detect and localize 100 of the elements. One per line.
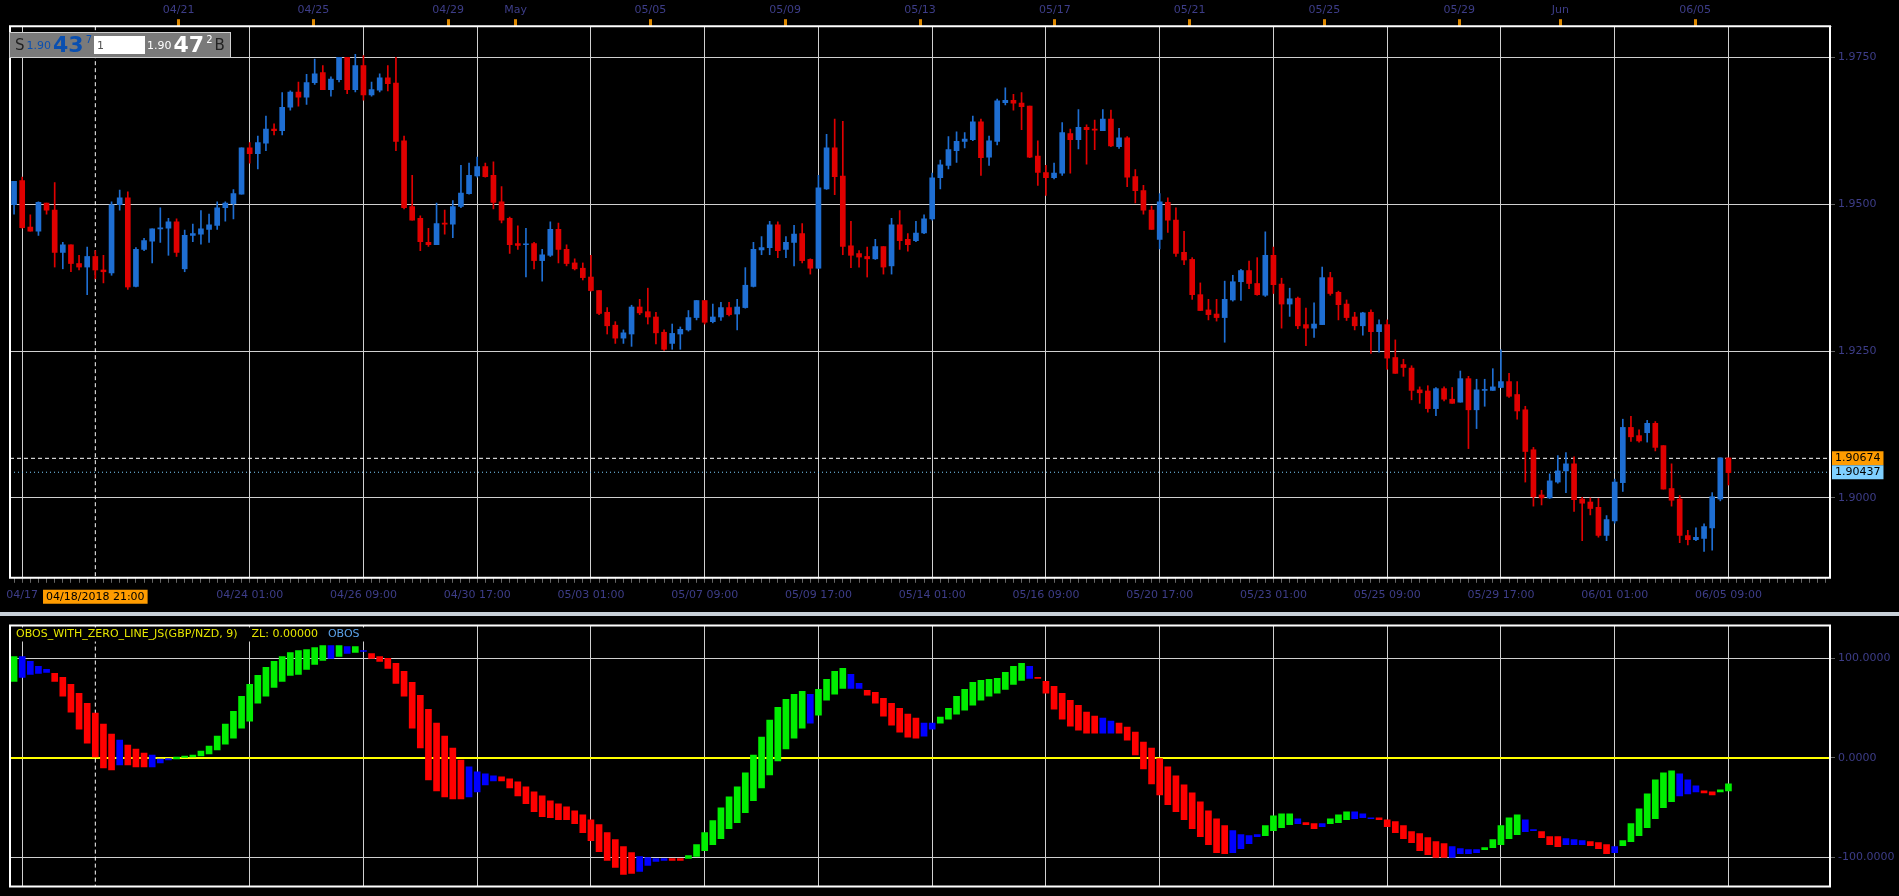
chart-subtitle: ZL: 0.00000	[251, 626, 318, 640]
bar	[1432, 841, 1440, 858]
bar	[1050, 685, 1058, 710]
x2-tick-label: 05/05	[634, 3, 667, 17]
candlestick	[1376, 319, 1382, 353]
x-tick-label: 04/18/2018 21:00	[46, 589, 145, 603]
x2-tick-label: 05/29	[1443, 3, 1476, 17]
bar	[1627, 823, 1635, 842]
bar	[595, 824, 603, 852]
y-tick-label: 1.9000	[1838, 490, 1877, 504]
annotation: 43	[53, 32, 84, 57]
candlestick	[961, 132, 968, 149]
y-tick-label: 0.0000	[1838, 750, 1877, 764]
candlestick	[1091, 119, 1098, 150]
x2-tick-label: 05/09	[769, 3, 802, 17]
bar	[270, 661, 278, 688]
y-tick-label: 1.9750	[1838, 50, 1877, 64]
y-tick-label: -100.0000	[1838, 850, 1895, 864]
ref-line-label: 1.90674	[1835, 451, 1881, 465]
bar	[1310, 823, 1318, 829]
candlestick	[1043, 165, 1049, 196]
x-tick-label: 06/05 09:00	[1694, 588, 1762, 602]
bar	[1619, 840, 1627, 846]
bar	[1099, 717, 1107, 734]
bar	[798, 690, 806, 729]
candlestick	[384, 65, 391, 92]
x2-tick-label: 04/29	[432, 3, 464, 17]
bar	[1294, 818, 1302, 825]
candlestick	[848, 220, 854, 268]
bar	[652, 858, 660, 862]
x-tick-label: 05/23 01:00	[1239, 588, 1307, 602]
bar	[660, 858, 668, 861]
candlestick	[1002, 87, 1009, 106]
bar	[343, 646, 351, 654]
bar	[1497, 825, 1505, 845]
candlestick	[864, 246, 871, 278]
bar	[847, 674, 855, 689]
bar	[1237, 834, 1245, 849]
x2-tick-label: 05/25	[1308, 3, 1341, 17]
bar	[1440, 843, 1448, 858]
bar	[10, 656, 18, 682]
bar	[1578, 840, 1586, 845]
candlestick	[189, 223, 196, 243]
candlestick	[1181, 230, 1187, 266]
x-tick-label: 05/09 17:00	[784, 588, 852, 602]
x-tick-label: 05/07 09:00	[671, 588, 739, 602]
candlestick	[856, 250, 862, 268]
bar	[1026, 666, 1034, 679]
x-tick-label: 04/30 17:00	[443, 588, 511, 602]
candlestick	[734, 299, 741, 331]
y-tick-label: 1.9500	[1838, 197, 1877, 211]
x-tick-label: 05/03 01:00	[557, 588, 625, 602]
bar	[928, 722, 936, 730]
candlestick	[539, 249, 546, 282]
x-tick-label: 05/16 09:00	[1012, 588, 1080, 602]
bar	[1253, 834, 1261, 837]
candlestick	[791, 225, 797, 267]
candlestick	[1481, 378, 1488, 407]
x-tick-label: 06/01 01:00	[1581, 588, 1649, 602]
x-tick-label: 05/29 17:00	[1467, 588, 1535, 602]
candlestick	[222, 201, 229, 222]
annotation: OBOS	[327, 626, 360, 640]
x-tick-label: 05/20 17:00	[1126, 588, 1194, 602]
bar	[400, 671, 408, 697]
x-tick-label: 05/14 01:00	[898, 588, 966, 602]
candlestick	[84, 246, 91, 295]
bar	[977, 680, 985, 701]
annotation: 1.90	[26, 38, 52, 52]
bar	[67, 684, 75, 713]
bar	[116, 739, 124, 766]
bar	[1229, 830, 1237, 853]
bar	[725, 796, 733, 829]
bar	[1562, 838, 1570, 845]
candlestick	[677, 326, 684, 350]
x-tick-label: 05/25 09:00	[1353, 588, 1421, 602]
x2-tick-label: Jun	[1550, 3, 1569, 17]
ref-line-label: 1.90437	[1835, 465, 1881, 479]
candlestick	[27, 214, 34, 232]
bar	[1513, 814, 1521, 835]
bar	[587, 819, 595, 841]
bar	[1302, 822, 1310, 826]
x2-tick-label: 05/13	[904, 3, 936, 17]
candlestick	[1286, 287, 1293, 317]
bar	[1375, 817, 1383, 821]
annotation: 1.90	[147, 38, 172, 52]
bar	[1505, 817, 1513, 839]
candlestick	[514, 225, 521, 250]
candlestick	[206, 213, 212, 243]
candlestick	[1489, 368, 1496, 391]
annotation: B	[214, 35, 225, 54]
bar	[855, 683, 863, 689]
bar	[327, 645, 335, 659]
x-tick-label: 04/24 01:00	[216, 588, 284, 602]
bar	[1318, 823, 1326, 828]
x2-tick-label: 04/21	[162, 3, 195, 17]
bar	[717, 807, 725, 839]
bar	[1042, 681, 1050, 694]
bar	[351, 646, 359, 653]
y-tick-label: 100.0000	[1838, 651, 1891, 665]
candlestick	[1579, 496, 1586, 542]
